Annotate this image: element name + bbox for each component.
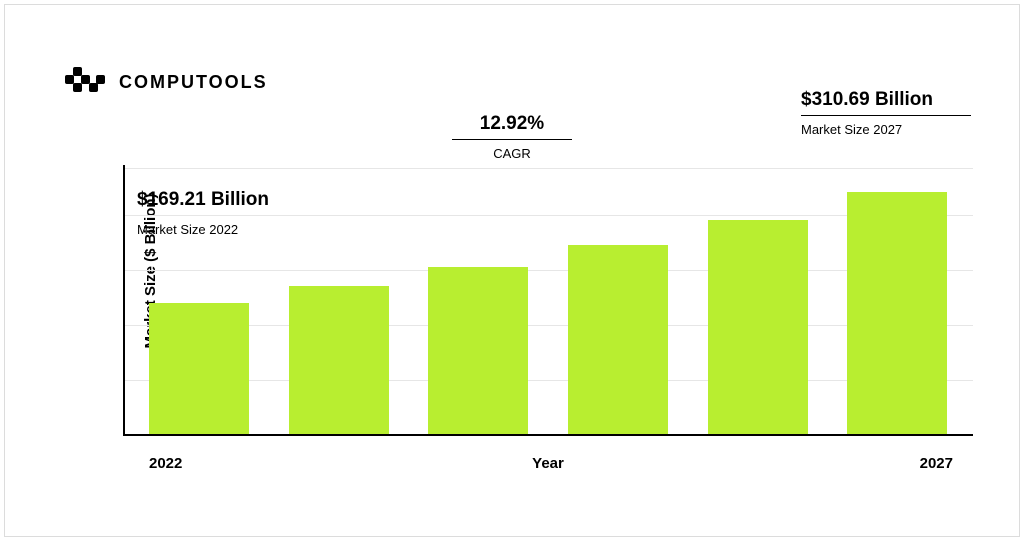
- bar: [428, 267, 528, 436]
- bar-slot: [548, 169, 688, 436]
- annotation-right-sub: Market Size 2027: [801, 122, 971, 137]
- brand-logo-icon: [65, 67, 105, 97]
- x-axis-labels: 2022 Year 2027: [123, 455, 973, 472]
- annotation-right-divider: [801, 115, 971, 116]
- annotation-center-sub: CAGR: [452, 146, 572, 161]
- bar: [149, 303, 249, 436]
- annotation-center-value: 12.92%: [452, 113, 572, 135]
- chart-frame: COMPUTOOLS Market Size ($ Billion) $169.…: [4, 4, 1020, 537]
- annotation-center: 12.92% CAGR: [452, 113, 572, 161]
- bar: [708, 220, 808, 436]
- bar-slot: [688, 169, 828, 436]
- bar-slot: [269, 169, 409, 436]
- chart-plot-area: [123, 169, 973, 436]
- y-axis-line: [123, 165, 125, 436]
- bar: [568, 245, 668, 436]
- bars-container: [123, 169, 973, 436]
- bar-slot: [408, 169, 548, 436]
- bar: [289, 286, 389, 436]
- x-tick-last: 2027: [833, 455, 973, 472]
- annotation-center-divider: [452, 139, 572, 140]
- brand-row: COMPUTOOLS: [65, 67, 268, 97]
- bar-slot: [827, 169, 967, 436]
- x-axis-title: Year: [263, 455, 833, 472]
- bar: [847, 192, 947, 436]
- annotation-right: $310.69 Billion Market Size 2027: [801, 89, 971, 137]
- brand-name: COMPUTOOLS: [119, 72, 268, 93]
- annotation-right-value: $310.69 Billion: [801, 89, 971, 111]
- bar-slot: [129, 169, 269, 436]
- x-tick-first: 2022: [123, 455, 263, 472]
- x-axis-line: [123, 434, 973, 436]
